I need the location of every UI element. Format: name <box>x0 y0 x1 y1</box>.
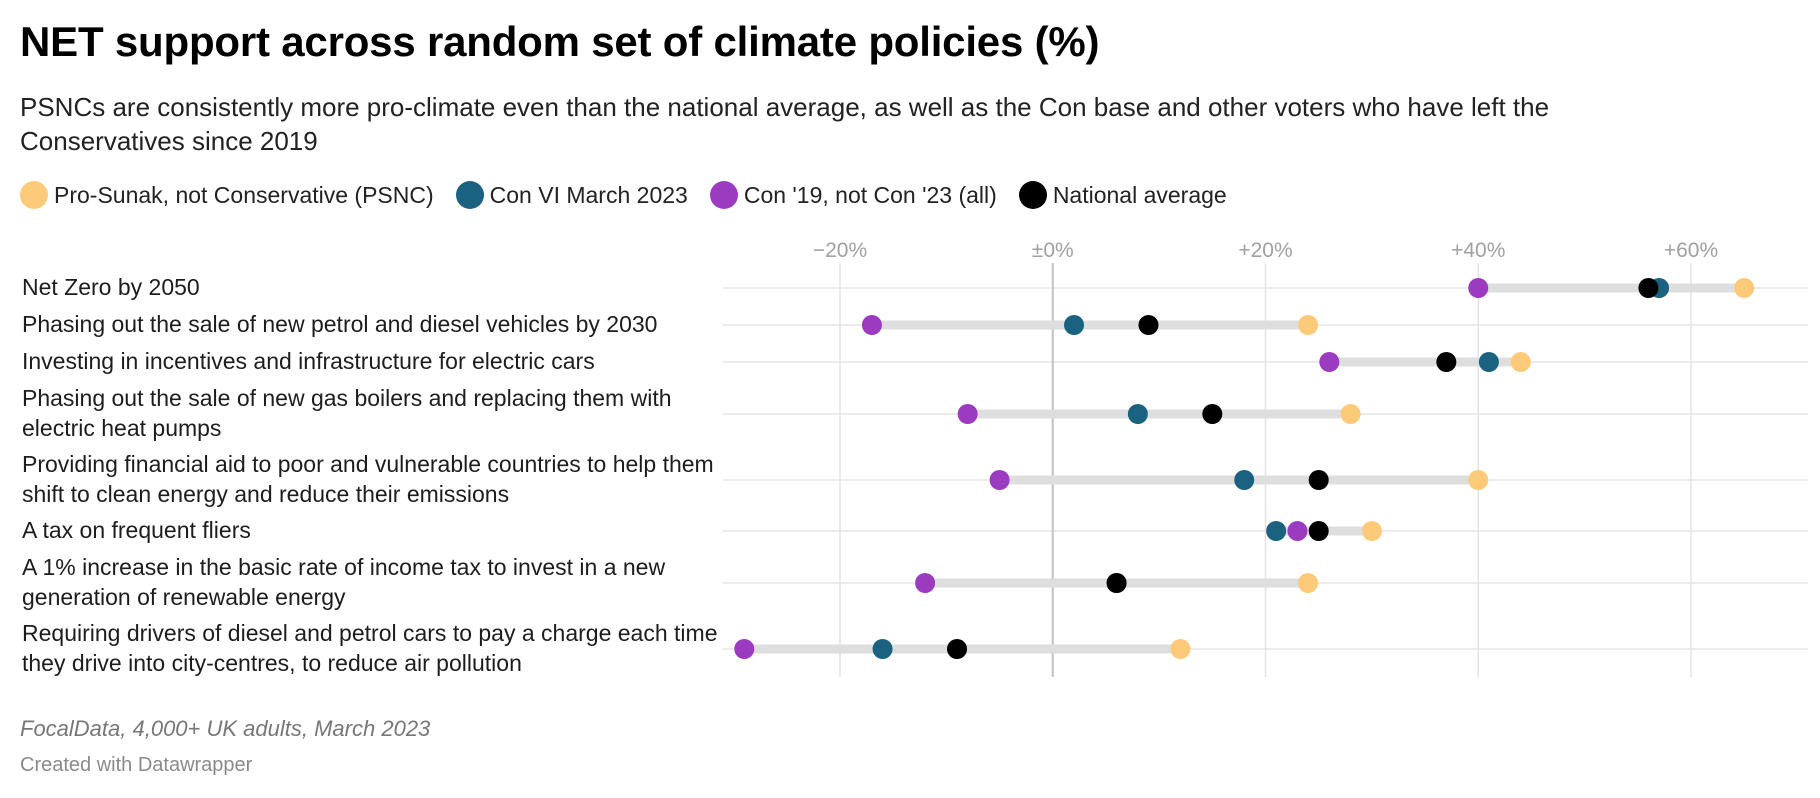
dot-row2-series1 <box>1478 352 1499 372</box>
legend-label-0: Pro-Sunak, not Conservative (PSNC) <box>54 181 434 208</box>
dot-row5-series2 <box>1287 521 1308 541</box>
dot-row2-series3 <box>1436 352 1457 372</box>
x-tick-label-2: +20% <box>1238 239 1292 262</box>
dot-row3-series3 <box>1202 404 1223 424</box>
dot-row6-series0 <box>1298 573 1319 593</box>
legend-label-1: Con VI March 2023 <box>489 181 688 208</box>
legend-swatch-1 <box>455 181 484 209</box>
source-note: FocalData, 4,000+ UK adults, March 2023 <box>20 716 431 741</box>
legend-swatch-0 <box>20 181 48 209</box>
legend-label-3: National average <box>1052 181 1227 208</box>
x-tick-label-3: +40% <box>1451 239 1505 262</box>
dot-row5-series1 <box>1266 521 1287 541</box>
dot-row2-series2 <box>1319 352 1340 372</box>
legend-item-1: Con VI March 2023 <box>455 181 688 209</box>
dot-row7-series0 <box>1170 639 1191 659</box>
dot-row0-series2 <box>1468 278 1489 298</box>
dot-row1-series1 <box>1064 315 1085 335</box>
chart-title: NET support across random set of climate… <box>20 18 1100 65</box>
x-tick-label-0: −20% <box>813 239 867 262</box>
dot-row6-series3 <box>1106 573 1127 593</box>
dot-row5-series0 <box>1361 521 1382 541</box>
legend-item-3: National average <box>1018 181 1227 209</box>
dot-row2-series0 <box>1510 352 1531 372</box>
dot-plot-chart: −20% ±0% +20% +40% +60% <box>723 239 1808 677</box>
dot-row5-series3 <box>1308 521 1329 541</box>
legend-item-2: Con '19, not Con '23 (all) <box>709 181 997 209</box>
dot-row7-series3 <box>947 639 968 659</box>
dot-row4-series0 <box>1468 470 1489 490</box>
legend-swatch-3 <box>1018 181 1047 209</box>
dot-row0-series3 <box>1638 278 1659 298</box>
dot-row3-series0 <box>1340 404 1361 424</box>
dot-row0-series0 <box>1734 278 1755 298</box>
legend-item-0: Pro-Sunak, not Conservative (PSNC) <box>20 181 434 209</box>
dot-row4-series3 <box>1308 470 1329 490</box>
dot-row3-series1 <box>1127 404 1148 424</box>
legend-swatch-2 <box>709 181 738 209</box>
legend: Pro-Sunak, not Conservative (PSNC) Con VI… <box>20 180 1249 210</box>
dot-row3-series2 <box>957 404 978 424</box>
credit-note: Created with Datawrapper <box>20 754 253 776</box>
x-tick-label-4: +60% <box>1664 239 1718 262</box>
dot-row1-series2 <box>861 315 882 335</box>
legend-label-2: Con '19, not Con '23 (all) <box>743 181 997 208</box>
dot-row1-series0 <box>1298 315 1319 335</box>
x-tick-label-1: ±0% <box>1032 239 1074 262</box>
dot-row7-series2 <box>734 639 755 659</box>
dot-row7-series1 <box>872 639 893 659</box>
dot-row1-series3 <box>1138 315 1159 335</box>
dot-row6-series2 <box>915 573 936 593</box>
dot-row4-series2 <box>989 470 1010 490</box>
chart-subtitle: PSNCs are consistently more pro-climate … <box>20 92 1550 156</box>
dot-row4-series1 <box>1234 470 1255 490</box>
